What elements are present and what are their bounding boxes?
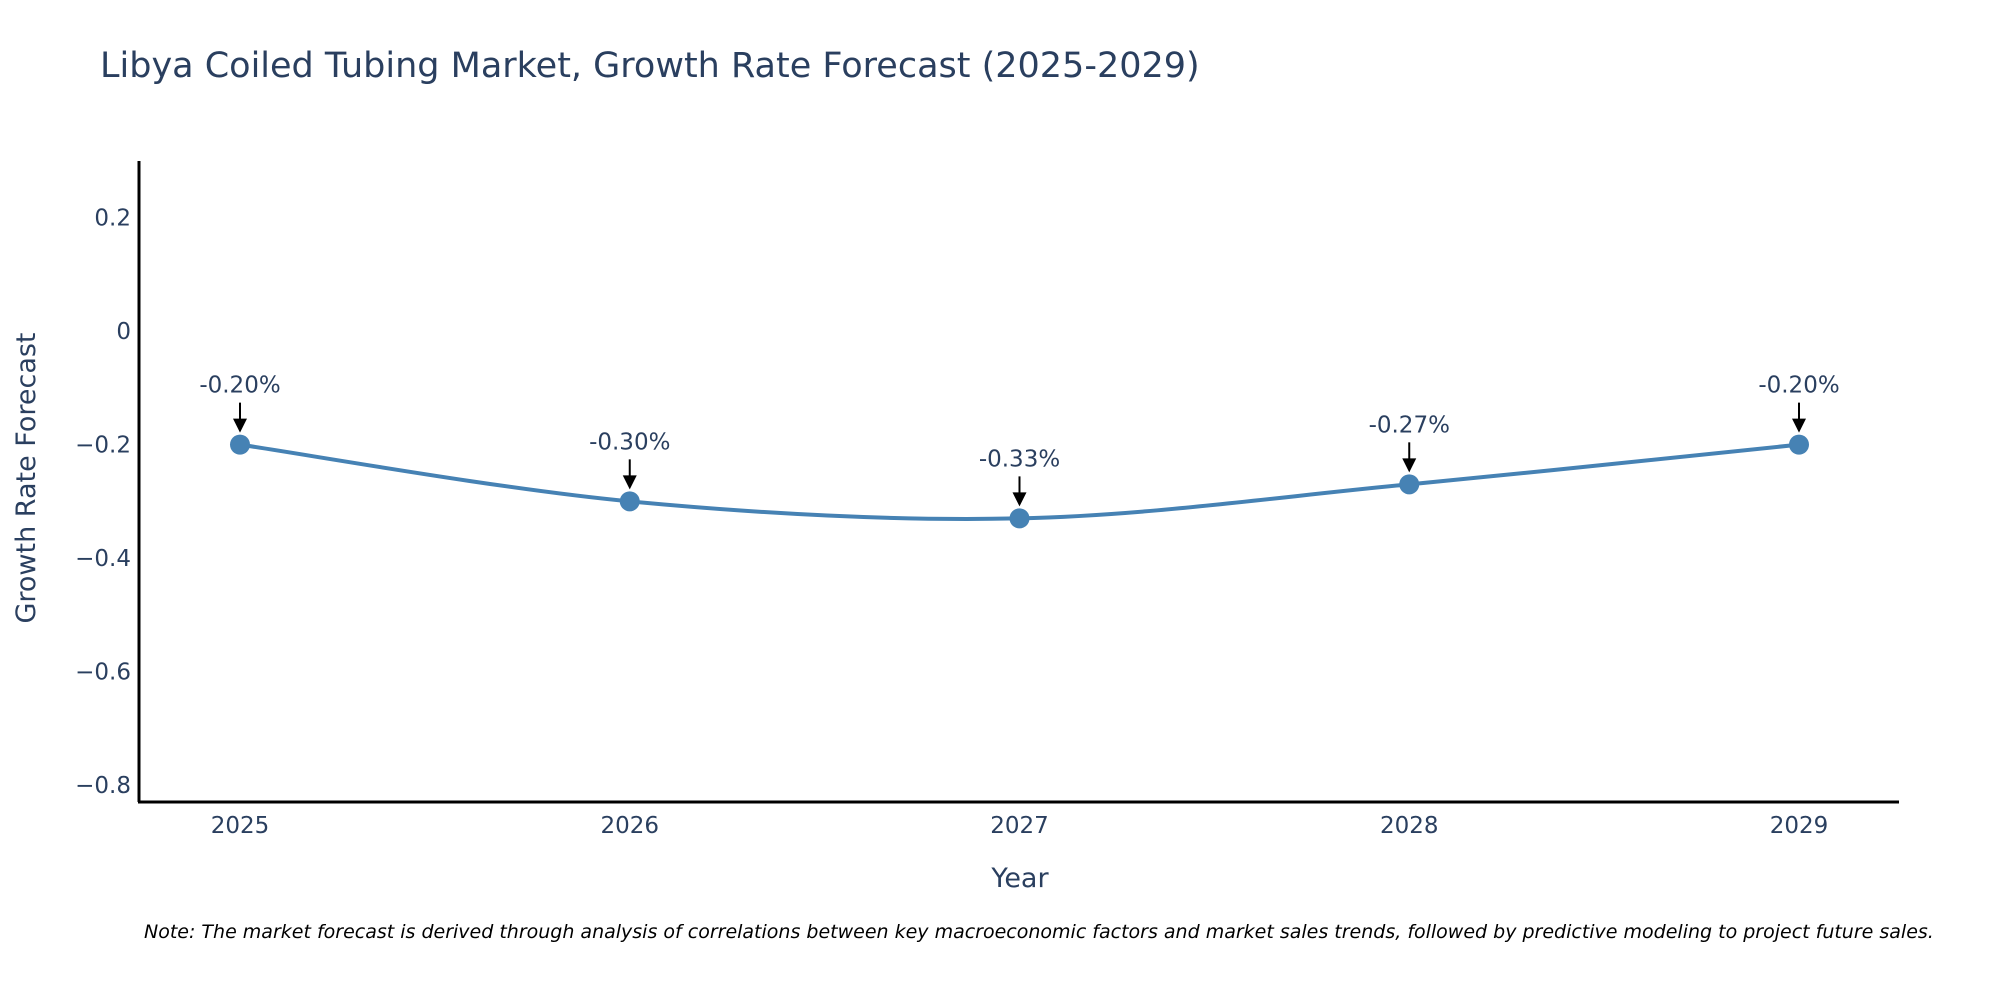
y-tick-label: −0.4 bbox=[75, 546, 131, 572]
x-tick-label: 2029 bbox=[1770, 813, 1829, 839]
data-point bbox=[1399, 474, 1420, 495]
x-tick-label: 2027 bbox=[990, 813, 1049, 839]
footnote: Note: The market forecast is derived thr… bbox=[144, 921, 1934, 943]
data-point bbox=[1789, 434, 1809, 455]
data-label: -0.27% bbox=[1369, 412, 1450, 438]
y-tick-label: 0 bbox=[116, 319, 131, 345]
y-axis-ticks: 0.2 0 −0.2 −0.4 −0.6 −0.8 bbox=[75, 206, 131, 799]
data-point bbox=[619, 491, 640, 512]
annotation-arrow-head bbox=[233, 418, 247, 433]
chart-title: Libya Coiled Tubing Market, Growth Rate … bbox=[100, 46, 1200, 86]
y-tick-label: −0.8 bbox=[75, 773, 131, 799]
data-annotations: -0.20% -0.30% -0.33% -0.27% -0.20% bbox=[199, 373, 1840, 507]
y-tick-label: 0.2 bbox=[94, 206, 131, 232]
data-point bbox=[230, 434, 250, 455]
x-tick-label: 2028 bbox=[1380, 813, 1439, 839]
data-point bbox=[1009, 508, 1030, 529]
x-tick-label: 2026 bbox=[600, 813, 659, 839]
annotation-arrow-head bbox=[1012, 492, 1027, 507]
x-axis-ticks: 2025 2026 2027 2028 2029 bbox=[211, 813, 1829, 839]
annotation-arrow-head bbox=[1402, 458, 1417, 473]
y-tick-label: −0.2 bbox=[75, 433, 131, 459]
y-axis-label: Growth Rate Forecast bbox=[11, 332, 42, 623]
data-label: -0.30% bbox=[589, 429, 670, 455]
x-tick-label: 2025 bbox=[211, 813, 270, 839]
y-tick-label: −0.6 bbox=[75, 660, 131, 686]
annotation-arrow-head bbox=[622, 475, 637, 490]
data-label: -0.33% bbox=[979, 446, 1060, 472]
annotation-arrow-head bbox=[1792, 418, 1806, 433]
x-axis-label: Year bbox=[990, 863, 1049, 894]
data-points bbox=[230, 434, 1809, 529]
data-label: -0.20% bbox=[199, 373, 280, 399]
data-label: -0.20% bbox=[1758, 373, 1839, 399]
